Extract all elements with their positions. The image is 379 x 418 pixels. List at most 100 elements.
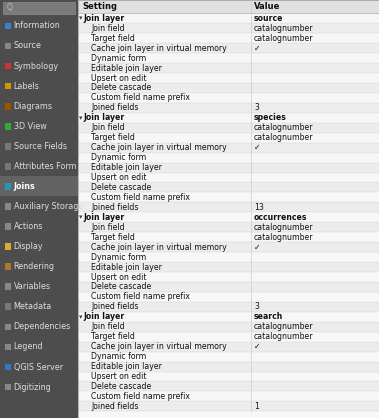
Text: Dynamic form: Dynamic form	[91, 352, 147, 361]
Text: Join field: Join field	[91, 322, 125, 331]
Text: ▾: ▾	[79, 214, 83, 220]
Text: 3: 3	[254, 302, 259, 311]
Text: catalognumber: catalognumber	[254, 223, 313, 232]
Bar	[5, 324, 11, 330]
Text: 3: 3	[254, 103, 259, 112]
Text: Custom field name prefix: Custom field name prefix	[91, 193, 190, 202]
Text: Upsert on edit: Upsert on edit	[91, 173, 147, 182]
Bar	[78, 113, 379, 123]
Text: Join layer: Join layer	[83, 312, 124, 321]
Bar	[78, 391, 379, 401]
Text: Joined fields: Joined fields	[91, 402, 139, 411]
Text: Delete cascade: Delete cascade	[91, 84, 152, 92]
Text: Join layer: Join layer	[83, 113, 124, 122]
Text: Custom field name prefix: Custom field name prefix	[91, 392, 190, 401]
Bar	[78, 192, 379, 202]
Text: Q: Q	[7, 3, 13, 13]
Text: QGIS Server: QGIS Server	[14, 362, 63, 372]
Text: occurrences: occurrences	[254, 213, 307, 222]
Text: Variables: Variables	[14, 282, 51, 291]
Text: Setting: Setting	[82, 2, 117, 11]
Text: Target field: Target field	[91, 133, 135, 142]
Text: ✓: ✓	[254, 44, 260, 53]
Bar	[5, 63, 11, 69]
Bar	[5, 143, 11, 150]
Bar	[78, 232, 379, 242]
Text: Actions: Actions	[14, 222, 43, 231]
Text: Editable join layer: Editable join layer	[91, 362, 162, 371]
Bar	[78, 13, 379, 23]
Bar	[78, 163, 379, 173]
Bar	[5, 123, 11, 130]
Bar	[78, 302, 379, 312]
Bar	[78, 83, 379, 93]
Text: Upsert on edit: Upsert on edit	[91, 273, 147, 281]
Bar	[78, 123, 379, 133]
Text: Editable join layer: Editable join layer	[91, 64, 162, 73]
Text: Rendering: Rendering	[14, 262, 55, 271]
Text: Attributes Form: Attributes Form	[14, 162, 76, 171]
Text: 13: 13	[254, 203, 264, 212]
Bar	[5, 183, 11, 190]
Text: catalognumber: catalognumber	[254, 24, 313, 33]
Text: Join field: Join field	[91, 24, 125, 33]
Text: Value: Value	[254, 2, 280, 11]
Bar	[78, 401, 379, 411]
Text: Cache join layer in virtual memory: Cache join layer in virtual memory	[91, 342, 227, 351]
Text: Upsert on edit: Upsert on edit	[91, 372, 147, 381]
Text: Source: Source	[14, 41, 42, 51]
Bar	[78, 133, 379, 143]
Text: Upsert on edit: Upsert on edit	[91, 74, 147, 82]
Bar	[78, 372, 379, 382]
Bar	[5, 223, 11, 230]
Bar	[78, 33, 379, 43]
Text: catalognumber: catalognumber	[254, 322, 313, 331]
Text: ✓: ✓	[254, 243, 260, 252]
Text: Join layer: Join layer	[83, 213, 124, 222]
Bar	[78, 252, 379, 262]
Text: Delete cascade: Delete cascade	[91, 382, 152, 391]
Bar	[78, 242, 379, 252]
Bar	[78, 0, 379, 418]
Bar	[78, 262, 379, 272]
Text: Target field: Target field	[91, 34, 135, 43]
Bar	[78, 322, 379, 332]
Bar	[0, 0, 78, 418]
Bar	[78, 183, 379, 192]
Text: catalognumber: catalognumber	[254, 332, 313, 341]
Bar	[78, 312, 379, 322]
Bar	[5, 203, 11, 210]
Text: Cache join layer in virtual memory: Cache join layer in virtual memory	[91, 243, 227, 252]
Bar	[78, 362, 379, 372]
Bar	[78, 0, 379, 13]
Bar	[78, 212, 379, 222]
Text: catalognumber: catalognumber	[254, 34, 313, 43]
Bar	[5, 344, 11, 350]
Text: Cache join layer in virtual memory: Cache join layer in virtual memory	[91, 143, 227, 152]
Text: Editable join layer: Editable join layer	[91, 263, 162, 272]
Text: Information: Information	[14, 21, 60, 31]
Text: Joined fields: Joined fields	[91, 203, 139, 212]
Bar	[5, 23, 11, 29]
Text: catalognumber: catalognumber	[254, 123, 313, 132]
Bar	[5, 364, 11, 370]
Text: Dynamic form: Dynamic form	[91, 252, 147, 262]
Bar	[78, 43, 379, 53]
Text: 1: 1	[254, 402, 259, 411]
Bar	[78, 73, 379, 83]
Text: Source Fields: Source Fields	[14, 142, 67, 151]
Bar	[5, 283, 11, 290]
Text: Auxiliary Storage: Auxiliary Storage	[14, 202, 83, 211]
Text: Custom field name prefix: Custom field name prefix	[91, 94, 190, 102]
Bar	[78, 342, 379, 352]
Bar	[78, 382, 379, 391]
Bar	[5, 263, 11, 270]
Text: catalognumber: catalognumber	[254, 133, 313, 142]
Text: Joined fields: Joined fields	[91, 103, 139, 112]
Bar	[78, 272, 379, 282]
Text: Labels: Labels	[14, 82, 39, 91]
Bar	[78, 103, 379, 113]
Text: ✓: ✓	[254, 342, 260, 351]
Text: Symbology: Symbology	[14, 61, 59, 71]
Text: Custom field name prefix: Custom field name prefix	[91, 293, 190, 301]
